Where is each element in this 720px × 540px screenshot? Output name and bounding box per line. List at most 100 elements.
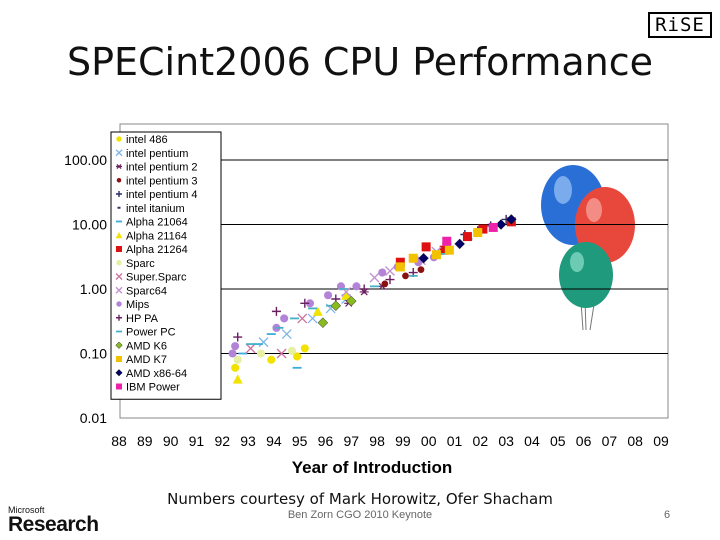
data-point-intel-486 [267,355,276,364]
data-point-intel-486 [293,352,302,361]
legend-label-intel-pentium-4: intel pentium 4 [126,189,198,201]
data-point-intel-486 [300,344,309,353]
x-tick-label: 03 [498,433,514,449]
data-point-alpha-21264 [478,224,488,234]
data-point-mips [378,268,387,277]
x-tick-label: 00 [421,433,437,449]
legend-label-sparc: Sparc [126,258,155,270]
y-tick-label: 0.01 [80,410,107,426]
legend-marker-ibm-power [116,383,122,390]
data-point-mips [352,282,361,291]
x-tick-label: 07 [602,433,618,449]
data-point-hp-pa [385,275,395,285]
data-point-amd-k6 [317,317,329,329]
legend-marker-hp-pa [116,314,122,321]
x-tick-label: 06 [576,433,592,449]
data-point-amd-k7 [473,228,483,238]
x-tick-label: 94 [266,433,282,449]
data-point-mips [324,291,333,300]
legend-label-ibm-power: IBM Power [126,382,180,394]
data-point-amd-k7 [431,250,441,260]
data-point-intel-pentium [258,337,269,348]
legend-label-intel-itanium: intel itanium [126,203,185,215]
rise-logo: RiSE [648,12,712,38]
green-balloon-icon [559,242,613,308]
legend-label-amd-k6: AMD K6 [126,340,167,352]
data-point-alpha-21164 [312,306,323,316]
x-tick-label: 95 [292,433,308,449]
legend-marker-intel-pentium [115,149,123,157]
x-tick-label: 96 [318,433,334,449]
data-point-amd-k7 [444,245,454,255]
legend-marker-alpha-21264 [116,246,122,252]
data-point-mips [231,342,240,351]
legend-marker-amd-k6 [115,341,123,349]
legend-label-alpha-21264: Alpha 21264 [126,244,188,256]
legend-marker-intel-pentium-4 [116,191,122,197]
legend-label-intel-pentium-2: intel pentium 2 [126,162,198,174]
legend-label-amd-x86-64: AMD x86-64 [126,368,187,380]
data-point-alpha-21264 [439,245,449,255]
legend-box [110,131,222,400]
data-point-ibm-power [442,236,452,246]
legend-marker-alpha-21164 [115,231,123,239]
legend-label-intel-pentium: intel pentium [126,148,188,160]
data-point-intel-pentium-3 [417,266,425,273]
legend-label-intel-486: intel 486 [126,134,168,146]
microsoft-research-logo: Microsoft Research [8,505,99,536]
ms-logo-small: Microsoft [8,505,45,515]
data-point-ibm-power [488,222,498,232]
data-point-hp-pa [271,306,281,316]
data-point-hp-pa [233,332,243,342]
legend-label-power-pc: Power PC [126,327,176,339]
data-point-hp-pa [300,298,310,308]
legend-label-alpha-21164: Alpha 21164 [126,230,187,242]
data-credit: Numbers courtesy of Mark Horowitz, Ofer … [167,490,553,508]
legend-label-alpha-21064: Alpha 21064 [126,217,188,229]
x-axis-label: Year of Introduction [292,458,453,477]
x-tick-label: 89 [137,433,153,449]
data-point-intel-pentium-3 [402,272,409,280]
x-tick-label: 91 [189,433,205,449]
data-point-amd-x86-64 [495,219,507,230]
data-point-amd-x86-64 [506,214,517,225]
data-point-hp-pa [359,284,369,294]
x-tick-label: 92 [214,433,230,449]
data-point-amd-k7 [408,253,418,263]
footer-text: Ben Zorn CGO 2010 Keynote [287,509,433,521]
data-point-mips [228,349,237,358]
x-tick-label: 98 [369,433,385,449]
legend-marker-intel-486 [116,136,122,142]
data-point-sparc64 [369,272,380,283]
x-tick-label: 88 [111,433,127,449]
x-tick-label: 99 [395,433,411,449]
legend-marker-sparc64 [115,286,123,294]
data-point-alpha-21164 [232,374,243,384]
x-tick-label: 93 [240,433,256,449]
data-point-amd-k6 [330,300,342,312]
legend-label-intel-pentium-3: intel pentium 3 [126,175,198,187]
data-point-super-sparc [276,348,287,359]
data-point-amd-k7 [395,262,405,272]
data-point-sparc [233,355,242,364]
x-tick-label: 09 [653,433,669,449]
data-point-sparc64 [385,266,395,276]
data-point-alpha-21164 [341,290,352,300]
x-tick-label: 01 [447,433,463,449]
data-point-alpha-21264 [462,232,472,242]
ms-logo-big: Research [8,513,99,536]
balloons-illustration [541,165,635,331]
data-point-super-sparc [297,313,308,324]
y-tick-label: 100.00 [64,152,107,168]
legend-marker-intel-pentium-2 [116,163,122,170]
data-point-mips [280,314,289,323]
data-point-intel-486 [231,363,240,372]
data-point-sparc [287,346,296,355]
legend-marker-super-sparc [115,273,123,280]
legend-label-amd-k7: AMD K7 [126,354,167,366]
legend-marker-amd-k7 [116,356,122,362]
data-point-sparc [256,349,266,358]
data-point-amd-x86-64 [454,238,465,250]
data-point-mips [305,299,315,308]
